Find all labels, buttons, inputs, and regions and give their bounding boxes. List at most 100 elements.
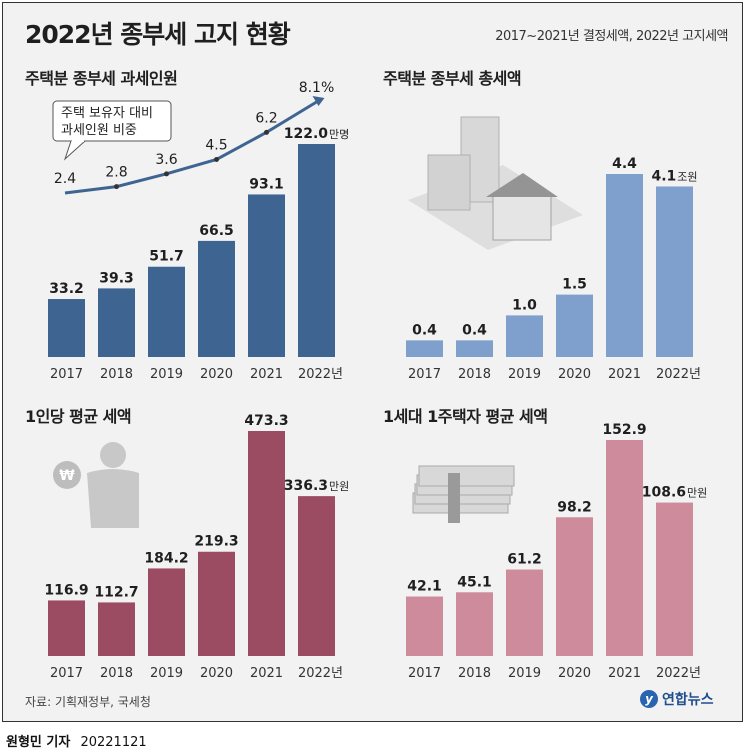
line-point	[214, 156, 219, 162]
yonhap-logo-icon: y	[640, 690, 658, 708]
bar-value-label: 112.7	[94, 584, 138, 600]
bar-value-label: 0.4	[412, 322, 437, 338]
category-label: 2019	[150, 367, 183, 382]
bar-value-label: 45.1	[457, 574, 492, 590]
bar-value-label: 33.2	[49, 281, 84, 297]
line-value-label: 2.4	[54, 171, 76, 187]
bar-value-label: 39.3	[99, 270, 134, 286]
bar	[506, 315, 543, 357]
bar	[98, 602, 135, 656]
bar	[406, 596, 443, 656]
bar-value-label: 66.5	[199, 223, 234, 239]
category-label: 2022년	[656, 367, 701, 382]
category-label: 2020	[200, 367, 233, 382]
chart-avg-tax: ₩116.9 2017 112.7 2018 184.2 2019 219.3 2020 473…	[44, 413, 350, 681]
callout-text: 주택 보유자 대비	[61, 106, 153, 121]
person-won-icon: ₩	[53, 442, 139, 528]
category-label: 2021	[250, 666, 283, 681]
bar	[98, 288, 135, 357]
category-label: 2019	[508, 367, 541, 382]
category-label: 2017	[408, 367, 441, 382]
category-label: 2018	[458, 367, 491, 382]
bar-value-label: 122.0만명	[284, 126, 350, 142]
bar-value-label: 219.3	[194, 534, 238, 550]
panel-title: 1세대 1주택자 평균 세액	[383, 407, 548, 426]
category-label: 2019	[150, 666, 183, 681]
share-line	[64, 100, 318, 195]
bar	[198, 240, 235, 357]
bar	[48, 299, 85, 357]
bar	[148, 568, 185, 656]
chart-panel-taxpayers: 주택분 종부세 과세인원 33.2 2017 39.3 2018 51.7 2019 66.…	[25, 65, 375, 385]
chart-panel-total-tax: 주택분 종부세 총세액 0.4 2017 0.4 2018 1.0 2019 1.5 2020…	[383, 65, 733, 385]
bar-value-label: 116.9	[44, 582, 88, 598]
unit-label: 만명	[329, 128, 349, 141]
line-point	[164, 171, 169, 177]
byline: 원형민 기자 20221121	[6, 731, 147, 750]
infographic-frame: 2022년 종부세 고지 현황 2017~2021년 결정세액, 2022년 고…	[2, 2, 743, 722]
unit-label: 만원	[329, 480, 349, 493]
chart-single-home-tax: 42.1 2017 45.1 2018 61.2 2019 98.2 2020 152.9 202…	[406, 422, 708, 681]
bar-value-label: 336.3만원	[284, 478, 350, 494]
category-label: 2018	[458, 666, 491, 681]
panel-title: 1인당 평균 세액	[25, 407, 132, 426]
line-value-label: 8.1%	[299, 80, 335, 96]
logo-text: 연합뉴스	[662, 692, 714, 708]
bar	[298, 144, 335, 357]
bar-value-label: 4.1조원	[651, 168, 697, 184]
subtitle: 2017~2021년 결정세액, 2022년 고지세액	[495, 29, 728, 44]
bar	[456, 340, 493, 357]
line-arrowhead	[312, 96, 325, 106]
chart-panel-avg-tax: 1인당 평균 세액 ₩116.9 2017 112.7 2018 184.2 2019 21…	[25, 403, 375, 721]
line-value-label: 6.2	[255, 110, 277, 126]
category-label: 2018	[100, 367, 133, 382]
main-title: 2022년 종부세 고지 현황	[25, 20, 291, 49]
panel-title: 주택분 종부세 과세인원	[25, 69, 178, 88]
line-value-label: 3.6	[155, 152, 177, 168]
panel-title: 주택분 종부세 총세액	[383, 69, 522, 88]
bar	[506, 569, 543, 656]
bar-value-label: 51.7	[149, 249, 184, 265]
category-label: 2017	[50, 367, 83, 382]
publish-date: 20221121	[80, 735, 147, 750]
bar-value-label: 1.0	[512, 297, 537, 313]
chart-total-tax: 0.4 2017 0.4 2018 1.0 2019 1.5 2020 4.4 2021 4.1조원…	[406, 116, 701, 382]
bar-value-label: 93.1	[249, 176, 284, 192]
bar-value-label: 1.5	[562, 277, 587, 293]
bar-value-label: 184.2	[144, 550, 188, 566]
bar	[248, 431, 285, 656]
category-label: 2022년	[298, 367, 343, 382]
bar-value-label: 473.3	[244, 413, 288, 429]
bar-value-label: 98.2	[557, 499, 592, 515]
bar-value-label: 61.2	[507, 552, 542, 568]
unit-label: 만원	[687, 487, 707, 500]
bar	[656, 186, 693, 357]
bar	[148, 266, 185, 357]
bar-value-label: 108.6만원	[642, 485, 708, 501]
bar	[556, 294, 593, 357]
bar	[556, 517, 593, 656]
money-stack-icon	[412, 465, 515, 523]
line-point	[264, 129, 269, 135]
category-label: 2019	[508, 666, 541, 681]
bar	[606, 440, 643, 656]
category-label: 2022년	[298, 666, 343, 681]
chart-panel-single-home-tax: 1세대 1주택자 평균 세액 42.1 2017 45.1 2018 61.2 2019 9…	[383, 403, 733, 721]
category-label: 2017	[408, 666, 441, 681]
line-value-label: 4.5	[205, 137, 227, 153]
bar	[248, 194, 285, 357]
bar-value-label: 0.4	[462, 322, 487, 338]
category-label: 2021	[608, 367, 641, 382]
chart-taxpayers: 33.2 2017 39.3 2018 51.7 2019 66.5 2020 93.1 2021…	[48, 80, 350, 382]
houses-illustration	[408, 116, 583, 250]
category-label: 2020	[558, 666, 591, 681]
category-label: 2021	[250, 367, 283, 382]
line-value-label: 2.8	[105, 165, 127, 181]
category-label: 2020	[200, 666, 233, 681]
line-point	[114, 184, 119, 190]
bar-value-label: 4.4	[612, 156, 637, 172]
unit-label: 조원	[677, 170, 697, 183]
category-label: 2021	[608, 666, 641, 681]
yonhap-logo: y 연합뉴스	[640, 689, 714, 709]
